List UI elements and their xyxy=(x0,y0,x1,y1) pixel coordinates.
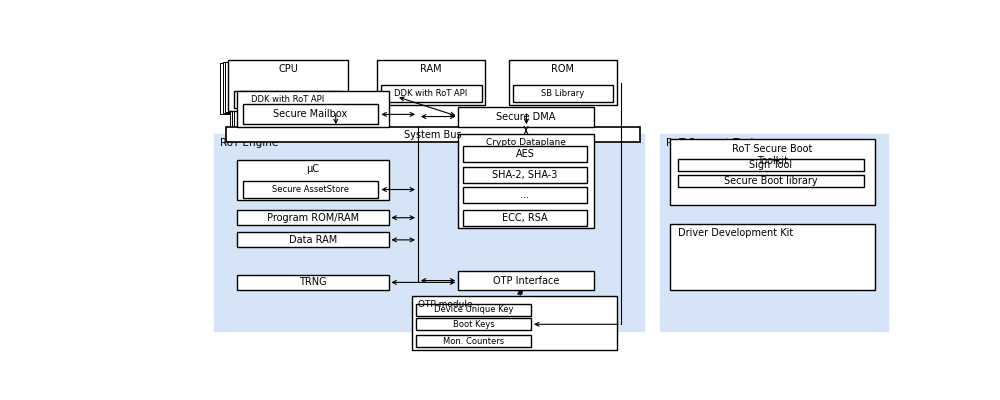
FancyBboxPatch shape xyxy=(228,60,348,111)
Text: DDK with RoT API: DDK with RoT API xyxy=(251,95,324,104)
FancyBboxPatch shape xyxy=(512,85,613,102)
FancyBboxPatch shape xyxy=(670,224,875,290)
FancyBboxPatch shape xyxy=(416,318,531,330)
Text: AES: AES xyxy=(515,149,534,159)
FancyBboxPatch shape xyxy=(458,134,594,228)
FancyBboxPatch shape xyxy=(243,104,378,124)
FancyBboxPatch shape xyxy=(509,60,617,105)
Text: Sign Tool: Sign Tool xyxy=(749,160,792,170)
FancyBboxPatch shape xyxy=(660,134,888,331)
FancyBboxPatch shape xyxy=(381,85,482,102)
FancyBboxPatch shape xyxy=(416,304,531,316)
FancyBboxPatch shape xyxy=(678,159,864,171)
Text: Mon. Counters: Mon. Counters xyxy=(443,337,504,346)
Text: DDK with RoT API: DDK with RoT API xyxy=(394,89,468,98)
Text: CPU: CPU xyxy=(278,64,298,74)
FancyBboxPatch shape xyxy=(243,181,378,198)
Text: Data RAM: Data RAM xyxy=(289,235,337,245)
Text: SHA-2, SHA-3: SHA-2, SHA-3 xyxy=(492,170,558,180)
Text: ROM: ROM xyxy=(551,64,574,74)
Text: RoT Engine: RoT Engine xyxy=(220,138,279,148)
Text: Program ROM/RAM: Program ROM/RAM xyxy=(267,213,359,223)
Text: Driver Development Kit: Driver Development Kit xyxy=(678,228,793,238)
Text: System Bus: System Bus xyxy=(404,130,462,140)
FancyBboxPatch shape xyxy=(237,210,388,225)
FancyBboxPatch shape xyxy=(463,187,587,203)
FancyBboxPatch shape xyxy=(463,146,587,162)
FancyBboxPatch shape xyxy=(458,106,594,126)
Text: Device Unique Key: Device Unique Key xyxy=(434,305,514,314)
FancyBboxPatch shape xyxy=(237,232,388,247)
FancyBboxPatch shape xyxy=(670,139,875,205)
FancyBboxPatch shape xyxy=(377,60,485,105)
FancyBboxPatch shape xyxy=(237,91,388,126)
Text: OTP module: OTP module xyxy=(418,300,473,309)
FancyBboxPatch shape xyxy=(463,210,587,226)
Text: ECC, RSA: ECC, RSA xyxy=(502,213,548,223)
FancyBboxPatch shape xyxy=(225,62,345,112)
FancyBboxPatch shape xyxy=(412,296,617,350)
Text: Boot Keys: Boot Keys xyxy=(453,320,495,329)
Text: Crypto Dataplane: Crypto Dataplane xyxy=(486,138,566,147)
FancyBboxPatch shape xyxy=(458,271,594,290)
FancyBboxPatch shape xyxy=(223,62,343,113)
FancyBboxPatch shape xyxy=(226,127,640,142)
FancyBboxPatch shape xyxy=(416,335,531,347)
FancyBboxPatch shape xyxy=(237,275,388,290)
Text: Secure DMA: Secure DMA xyxy=(496,112,556,122)
Text: Secure Mailbox: Secure Mailbox xyxy=(273,109,348,119)
Text: ...: ... xyxy=(520,190,529,200)
Text: OTP Interface: OTP Interface xyxy=(493,276,559,286)
FancyBboxPatch shape xyxy=(463,166,587,182)
FancyBboxPatch shape xyxy=(234,92,385,128)
FancyBboxPatch shape xyxy=(220,63,340,114)
FancyBboxPatch shape xyxy=(237,160,388,200)
Text: TRNG: TRNG xyxy=(299,277,327,287)
FancyBboxPatch shape xyxy=(232,93,383,129)
Text: μC: μC xyxy=(306,164,319,174)
FancyBboxPatch shape xyxy=(230,94,381,130)
Text: Secure AssetStore: Secure AssetStore xyxy=(272,185,349,194)
FancyBboxPatch shape xyxy=(678,175,864,187)
Text: RoT Support Tools: RoT Support Tools xyxy=(666,138,759,148)
FancyBboxPatch shape xyxy=(214,134,644,331)
Text: RAM: RAM xyxy=(420,64,442,74)
Text: SB Library: SB Library xyxy=(541,89,584,98)
FancyBboxPatch shape xyxy=(234,91,342,108)
Text: RoT Secure Boot
Toolkit: RoT Secure Boot Toolkit xyxy=(732,144,813,166)
Text: Secure Boot library: Secure Boot library xyxy=(724,176,817,186)
